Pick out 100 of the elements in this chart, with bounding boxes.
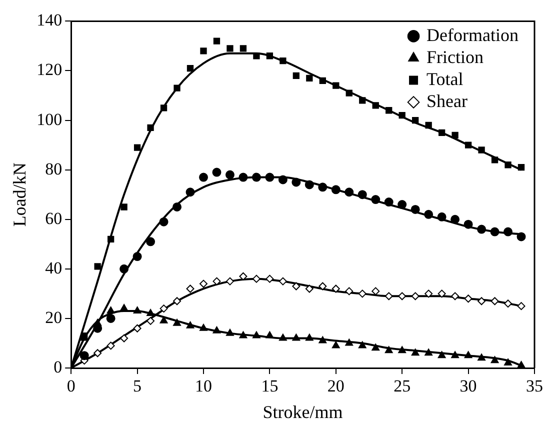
point (386, 107, 392, 114)
point (477, 224, 486, 234)
point (450, 214, 460, 224)
point (490, 297, 499, 306)
point (306, 74, 313, 82)
x-tick-label: 0 (66, 376, 76, 396)
point (292, 72, 300, 80)
point (305, 334, 314, 341)
point (120, 304, 128, 312)
point (80, 351, 89, 360)
point (186, 284, 194, 293)
point (371, 195, 380, 204)
point (106, 314, 116, 323)
point (491, 156, 498, 164)
x-tick-label: 25 (394, 376, 411, 396)
point (239, 272, 248, 280)
point (106, 342, 115, 350)
point (292, 282, 300, 290)
point (94, 349, 102, 358)
x-tick-label: 10 (195, 376, 212, 396)
point (199, 172, 208, 182)
point (384, 198, 394, 207)
point (226, 277, 234, 286)
point (266, 274, 274, 283)
y-tick-label: 40 (45, 258, 62, 278)
point (238, 172, 248, 182)
point (398, 200, 407, 210)
x-tick-label: 30 (460, 376, 477, 396)
point (516, 232, 526, 242)
point (226, 45, 234, 52)
point (438, 129, 446, 136)
point (212, 326, 221, 334)
y-tick-label: 60 (45, 208, 62, 228)
point (252, 172, 261, 182)
point (280, 58, 286, 64)
point (266, 331, 274, 338)
point (133, 306, 142, 314)
point (292, 178, 301, 187)
point (358, 341, 366, 348)
point (319, 77, 326, 84)
point (172, 202, 182, 212)
point (173, 297, 182, 306)
point (226, 328, 234, 336)
y-tick-label: 20 (45, 308, 62, 327)
point (200, 324, 208, 331)
point (304, 180, 314, 190)
point (160, 304, 168, 313)
point (359, 97, 366, 104)
point (372, 287, 380, 296)
point (384, 346, 393, 354)
x-tick-label: 20 (327, 376, 344, 396)
point (292, 334, 300, 341)
point (186, 188, 195, 197)
point (133, 324, 142, 332)
point (186, 321, 194, 328)
point (346, 90, 352, 96)
point (265, 172, 274, 182)
point (410, 204, 420, 214)
point (225, 170, 234, 180)
point (464, 351, 472, 358)
point (504, 300, 512, 308)
y-axis-title: Load/kN (10, 162, 30, 227)
point (173, 318, 181, 326)
point (451, 292, 460, 300)
point (372, 102, 379, 109)
point (411, 348, 420, 356)
point (239, 331, 248, 338)
point (318, 282, 327, 290)
point (278, 175, 288, 184)
point (398, 112, 406, 119)
point (120, 204, 128, 210)
point (332, 82, 340, 89)
y-tick-label: 80 (45, 159, 62, 178)
point (504, 227, 513, 236)
point (345, 287, 354, 296)
point (517, 361, 526, 368)
point (424, 290, 433, 298)
point (120, 264, 129, 274)
point (212, 277, 221, 286)
point (372, 344, 380, 351)
point (344, 188, 354, 197)
y-tick-label: 0 (54, 357, 62, 376)
point (464, 294, 472, 303)
point (174, 84, 180, 92)
point (278, 277, 287, 286)
x-axis-title: Stroke/mm (262, 402, 343, 422)
point (504, 162, 512, 168)
point (252, 274, 260, 283)
point (318, 336, 327, 344)
point (146, 316, 155, 325)
point (160, 104, 168, 112)
point (358, 190, 367, 200)
point (478, 146, 485, 154)
point (147, 124, 154, 132)
y-tick-label: 100 (36, 110, 62, 129)
point (464, 142, 472, 148)
point (120, 334, 128, 342)
point (107, 236, 114, 243)
point (424, 348, 433, 356)
point (159, 217, 168, 226)
